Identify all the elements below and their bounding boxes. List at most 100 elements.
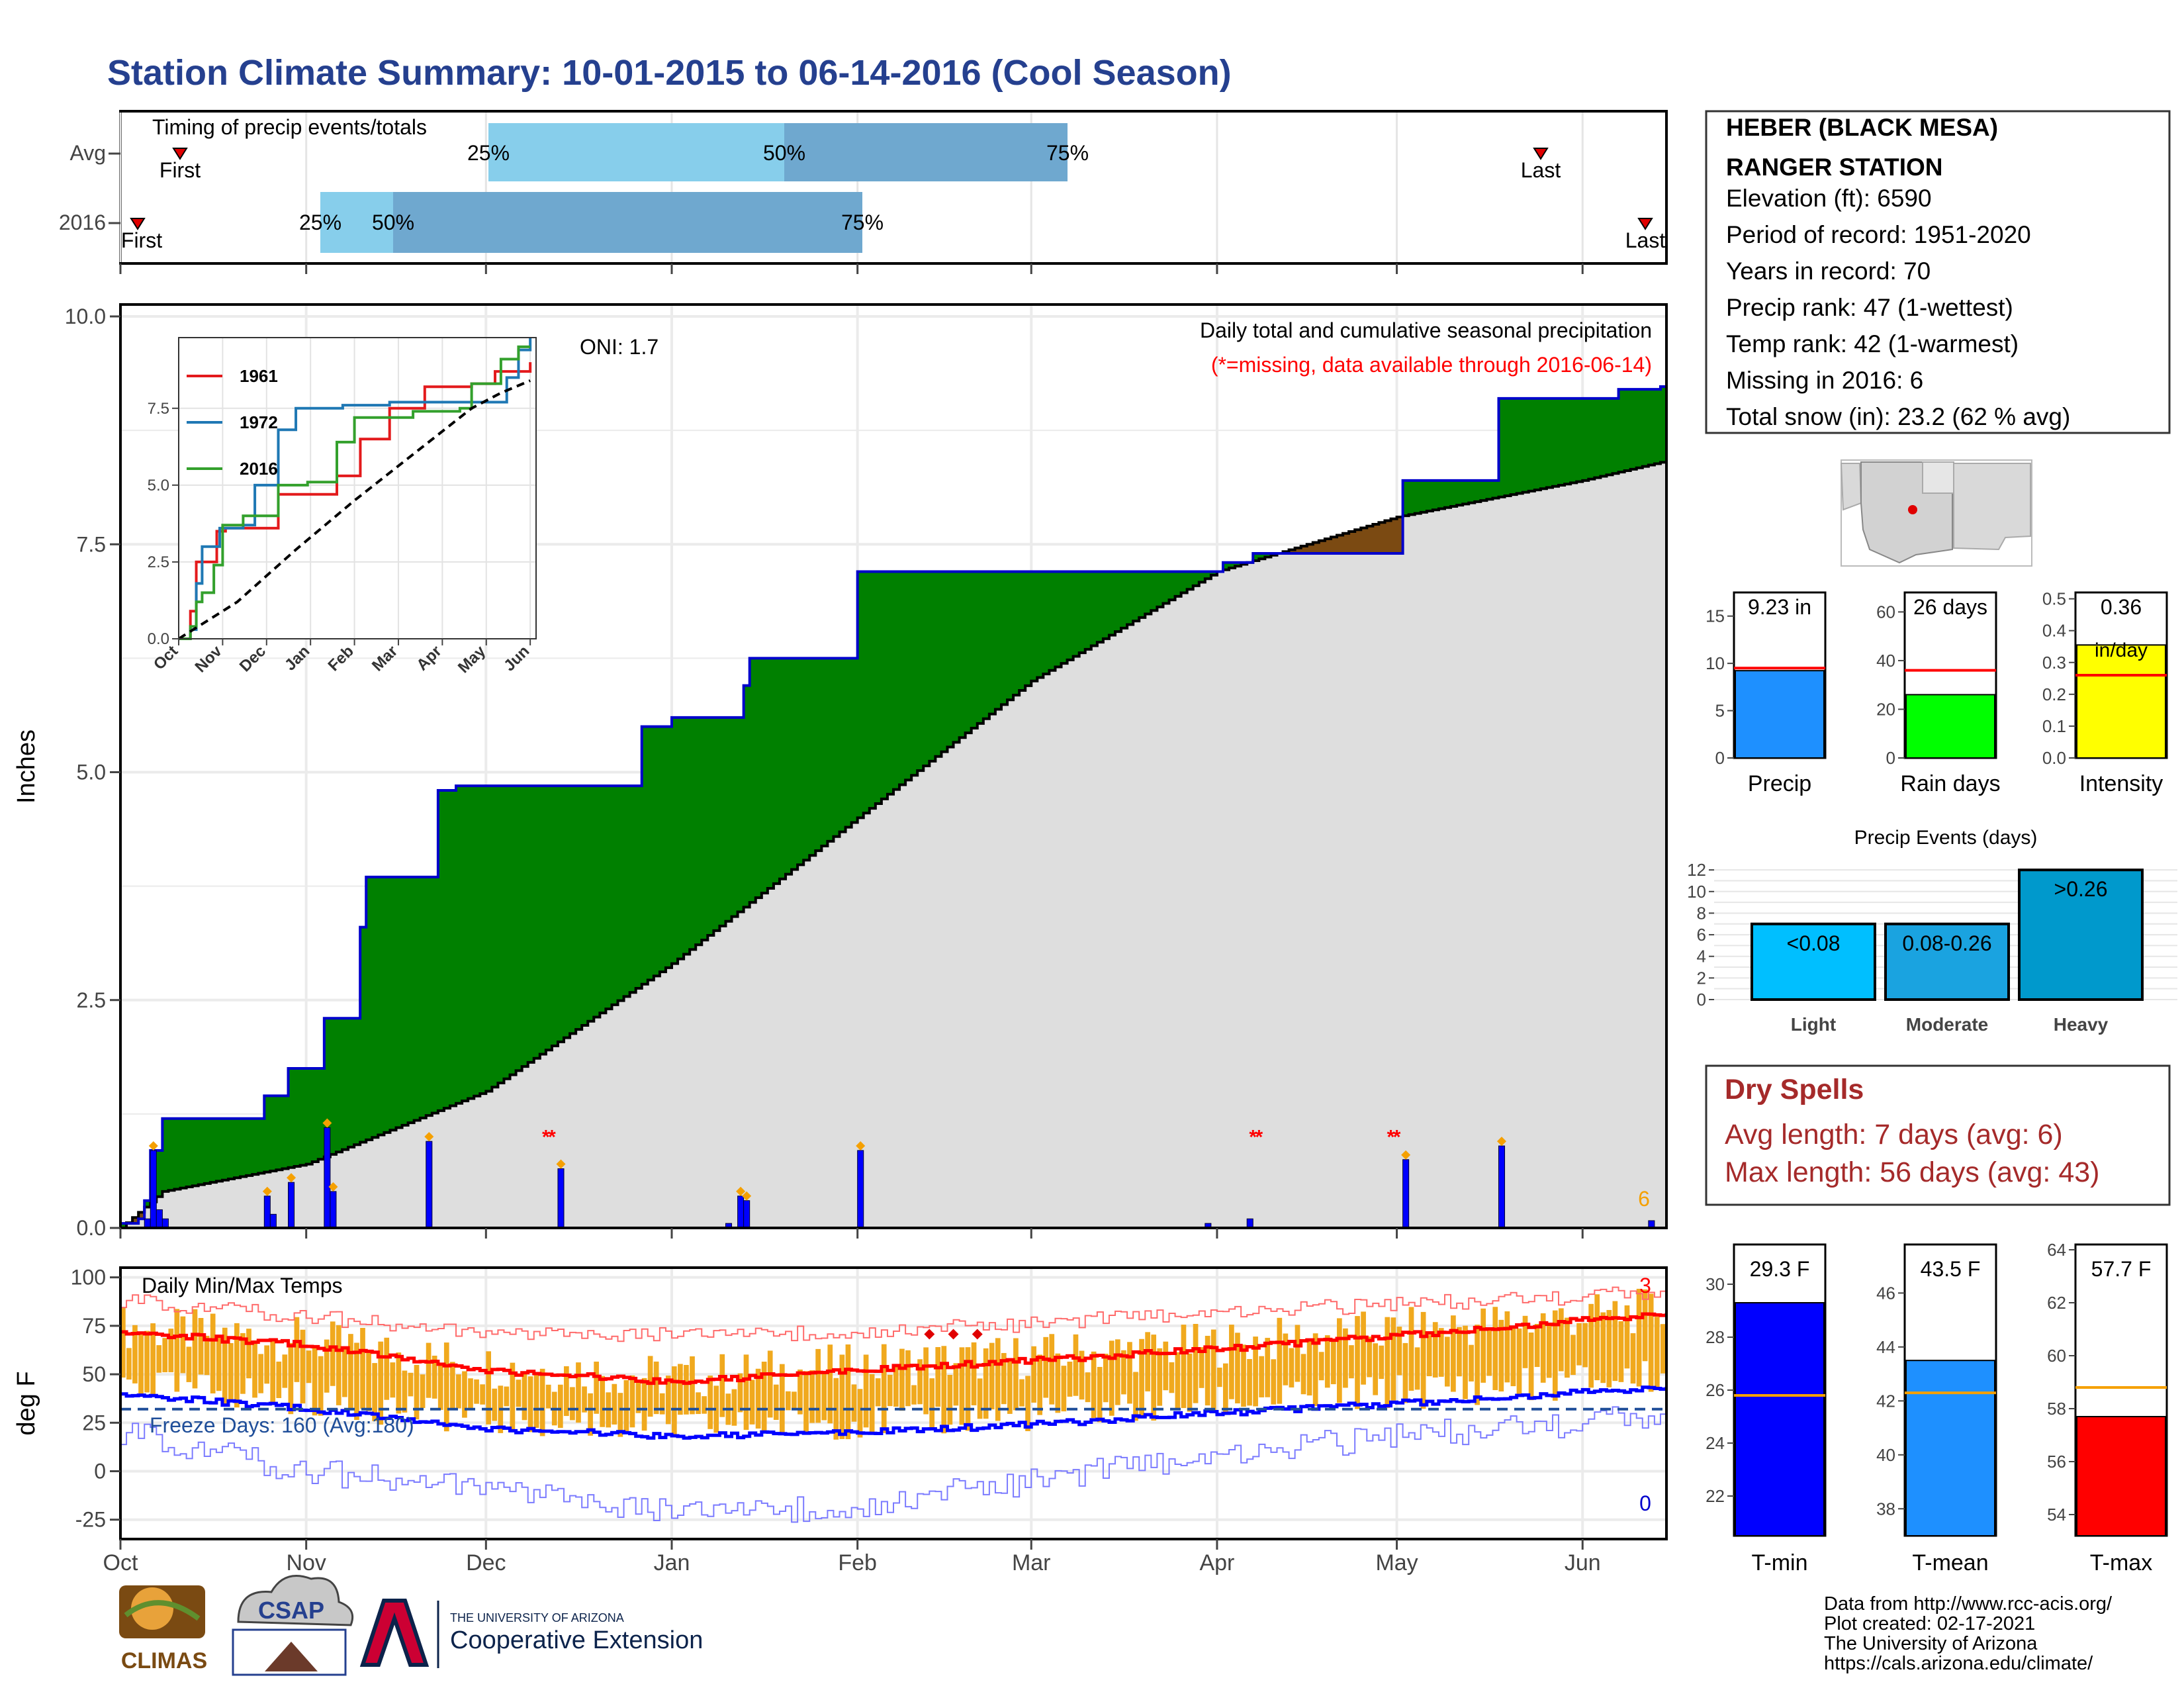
daily-temp-bar bbox=[474, 1379, 479, 1404]
daily-temp-bar bbox=[408, 1372, 414, 1397]
summary-bar bbox=[1905, 694, 1995, 759]
daily-temp-bar bbox=[1552, 1310, 1558, 1401]
station-line: Years in record: 70 bbox=[1726, 258, 1931, 285]
daily-temp-bar bbox=[623, 1380, 629, 1432]
yr-first-label: First bbox=[121, 228, 162, 252]
temp-summary-y-tick-label: 40 bbox=[1876, 1445, 1895, 1465]
csap-logo[interactable]: CSAP bbox=[232, 1575, 354, 1676]
daily-temp-bar bbox=[1199, 1347, 1205, 1388]
daily-temp-bar bbox=[977, 1378, 983, 1419]
daily-temp-bar bbox=[1121, 1350, 1126, 1395]
daily-temp-bar bbox=[947, 1374, 953, 1425]
daily-temp-bar bbox=[773, 1384, 779, 1421]
summary-y-tick-label: 0.1 bbox=[2042, 716, 2066, 736]
daily-temp-bar bbox=[1516, 1328, 1522, 1395]
daily-temp-bar bbox=[192, 1309, 198, 1389]
above-avg-area bbox=[120, 387, 1666, 1228]
daily-precip-bar bbox=[737, 1196, 745, 1228]
timing-panel: Timing of precip events/totals Avg 2016 … bbox=[59, 110, 1668, 274]
station-line: Elevation (ft): 6590 bbox=[1726, 185, 1932, 212]
events-y-tick-label: 8 bbox=[1697, 903, 1706, 923]
precip-ylabel: Inches bbox=[13, 729, 40, 804]
daily-temp-bar bbox=[1654, 1317, 1660, 1389]
daily-temp-bar bbox=[678, 1364, 683, 1415]
daily-temp-bar bbox=[1540, 1313, 1546, 1383]
page-title: Station Climate Summary: 10-01-2015 to 0… bbox=[107, 53, 1232, 93]
daily-temp-bar bbox=[396, 1352, 402, 1414]
daily-temp-bar bbox=[1528, 1333, 1534, 1401]
daily-temp-bar bbox=[468, 1378, 473, 1409]
daily-temp-bar bbox=[953, 1363, 959, 1406]
daily-temp-bar bbox=[1432, 1322, 1438, 1378]
temp-summary-y-tick-label: 64 bbox=[2047, 1240, 2066, 1260]
daily-temp-bar bbox=[1253, 1336, 1258, 1407]
climas-wordmark: CLIMAS bbox=[121, 1648, 207, 1673]
climas-logo[interactable]: CLIMAS bbox=[119, 1585, 207, 1673]
avg-q1-box bbox=[488, 123, 784, 181]
daily-temp-bar bbox=[749, 1380, 755, 1425]
precip-y-tick-label: 0.0 bbox=[77, 1216, 106, 1240]
daily-temp-bar bbox=[1109, 1340, 1115, 1416]
daily-temp-bar bbox=[935, 1346, 941, 1407]
ua-extension-text: Cooperative Extension bbox=[450, 1626, 703, 1654]
events-bar-bin: <0.08 bbox=[1787, 931, 1841, 955]
daily-temp-bar bbox=[557, 1384, 563, 1429]
credit-line: Data from http://www.rcc-acis.org/ bbox=[1824, 1593, 2113, 1615]
daily-temp-bar bbox=[1486, 1328, 1492, 1376]
snow-day-marker bbox=[322, 1118, 332, 1128]
avg-cumulative-area bbox=[120, 462, 1666, 1228]
daily-temp-bar bbox=[372, 1363, 377, 1421]
daily-temp-bar bbox=[929, 1378, 935, 1429]
daily-temp-bar bbox=[144, 1331, 150, 1393]
daily-temp-bar bbox=[1451, 1315, 1456, 1392]
temp-y-tick-label: 50 bbox=[82, 1362, 106, 1386]
temp-summary-label: T-max bbox=[2090, 1550, 2152, 1575]
daily-temp-bar bbox=[390, 1362, 396, 1398]
daily-temp-bar bbox=[1115, 1339, 1120, 1405]
temp-label: Daily Min/Max Temps bbox=[142, 1274, 342, 1297]
record-low-line bbox=[120, 1406, 1666, 1523]
daily-temp-bar bbox=[162, 1338, 168, 1372]
daily-temp-bar bbox=[737, 1373, 743, 1413]
daily-temp-bar bbox=[827, 1344, 833, 1424]
temp-y-tick-label: 0 bbox=[94, 1460, 106, 1483]
daily-temp-bar bbox=[1097, 1366, 1103, 1423]
inset-frame bbox=[178, 337, 537, 639]
events-title: Precip Events (days) bbox=[1854, 827, 2038, 849]
ua-logo[interactable]: THE UNIVERSITY OF ARIZONA Cooperative Ex… bbox=[359, 1599, 703, 1668]
daily-temp-bar bbox=[995, 1338, 1001, 1421]
daily-temp-bar bbox=[168, 1329, 174, 1372]
snow-day-marker bbox=[262, 1186, 272, 1196]
snow-day-marker bbox=[742, 1191, 752, 1201]
events-y-tick-label: 12 bbox=[1687, 860, 1706, 880]
daily-temp-bar bbox=[150, 1323, 156, 1396]
daily-temp-bar bbox=[216, 1336, 222, 1391]
precip-frame bbox=[119, 303, 1668, 1229]
daily-temp-bar bbox=[1210, 1329, 1216, 1413]
inset-y-tick-label: 0.0 bbox=[148, 630, 169, 648]
daily-temp-bar bbox=[1414, 1347, 1420, 1390]
events-bar-label: Light bbox=[1791, 1014, 1836, 1035]
daily-temp-bar bbox=[588, 1393, 593, 1436]
daily-temp-bar bbox=[1480, 1308, 1486, 1383]
daily-temp-bar bbox=[120, 1307, 126, 1378]
daily-temp-bar bbox=[126, 1348, 132, 1380]
daily-temp-bar bbox=[797, 1369, 803, 1415]
summary-y-tick-label: 0 bbox=[1886, 748, 1895, 768]
location-map bbox=[1840, 459, 2032, 567]
daily-temp-bar bbox=[989, 1342, 995, 1410]
daily-temp-bar bbox=[510, 1362, 516, 1430]
daily-temp-bar bbox=[1001, 1352, 1007, 1405]
daily-temp-bar bbox=[1396, 1327, 1402, 1376]
daily-temp-bar bbox=[1337, 1318, 1342, 1403]
inset-y-tick-label: 7.5 bbox=[148, 400, 169, 418]
daily-precip-bar bbox=[144, 1218, 151, 1228]
daily-temp-bar bbox=[186, 1346, 192, 1382]
summary-value-label: 26 days bbox=[1913, 595, 1987, 619]
record-high-marker bbox=[972, 1329, 983, 1340]
daily-temp-bar bbox=[1343, 1328, 1348, 1388]
daily-temp-bar bbox=[1582, 1323, 1588, 1368]
daily-temp-bar bbox=[1367, 1336, 1372, 1378]
daily-temp-bar bbox=[713, 1385, 719, 1433]
temp-summary-y-tick-label: 46 bbox=[1876, 1283, 1895, 1303]
